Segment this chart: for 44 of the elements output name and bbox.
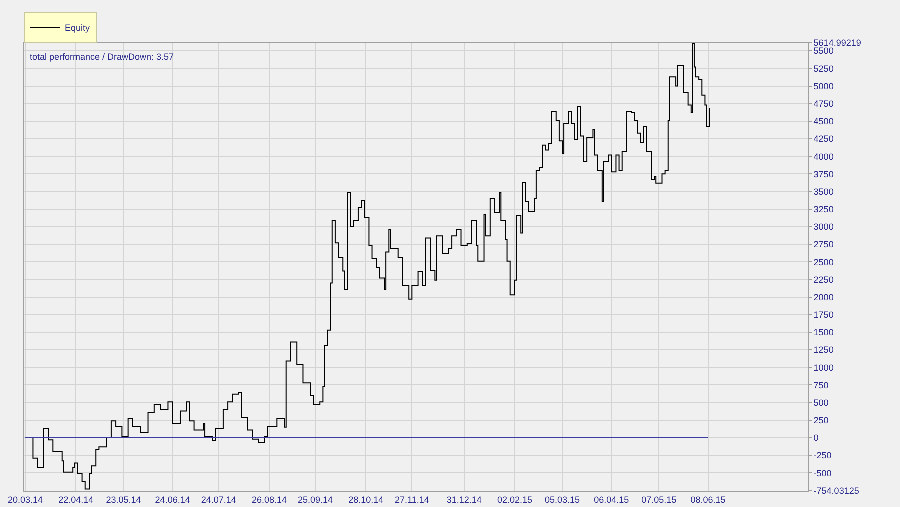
y-tick-label: 3500 xyxy=(814,186,834,197)
x-tick-label: 08.06.15 xyxy=(690,494,726,505)
y-tick-label: 1250 xyxy=(814,345,834,356)
x-tick-label: 25.09.14 xyxy=(298,494,334,505)
y-tick-label: 2000 xyxy=(814,292,834,302)
y-tick-label: 3750 xyxy=(814,169,834,180)
y-tick-label: 1750 xyxy=(814,310,834,320)
x-tick-label: 27.11.14 xyxy=(394,494,430,505)
y-tick-label: 1500 xyxy=(814,328,834,338)
y-tick-label: 5250 xyxy=(814,64,834,74)
y-tick-label: 4500 xyxy=(814,116,834,127)
y-tick-label: 3250 xyxy=(814,204,834,214)
x-tick-label: 02.02.15 xyxy=(497,494,532,505)
x-tick-label: 20.03.14 xyxy=(8,494,44,505)
y-tick-label: 4000 xyxy=(814,152,834,162)
y-tick-label: 5000 xyxy=(814,81,834,92)
y-tick-label: 2750 xyxy=(814,240,834,250)
y-tick-label: 3000 xyxy=(814,222,834,232)
x-tick-label: 07.05.15 xyxy=(642,494,677,505)
y-tick-label: 0 xyxy=(814,433,819,444)
x-tick-label: 23.05.14 xyxy=(106,494,142,505)
y-tick-label: -250 xyxy=(814,450,832,461)
x-tick-label: 26.08.14 xyxy=(252,494,288,505)
y-tick-label: -500 xyxy=(814,468,832,478)
y-tick-label: 750 xyxy=(814,380,829,390)
y-tick-label: 500 xyxy=(814,398,829,408)
y-tick-label: 5614.99219 xyxy=(814,38,862,48)
y-tick-label: -754.03125 xyxy=(814,486,860,496)
y-tick-label: 4250 xyxy=(814,134,834,144)
x-tick-label: 24.07.14 xyxy=(201,494,236,505)
y-tick-label: 2250 xyxy=(814,274,834,285)
x-tick-label: 31.12.14 xyxy=(446,494,482,505)
x-tick-label: 05.03.15 xyxy=(544,494,580,505)
y-tick-label: 250 xyxy=(814,416,829,426)
y-tick-label: 2500 xyxy=(814,257,834,268)
x-tick-label: 06.04.15 xyxy=(594,494,630,505)
x-tick-label: 22.04.14 xyxy=(58,494,94,505)
x-tick-label: 24.06.14 xyxy=(155,494,190,505)
y-tick-label: 4750 xyxy=(814,98,834,109)
annotation: total performance / DrawDown: 3.57 xyxy=(30,52,174,62)
y-tick-label: 5500 xyxy=(814,46,834,56)
x-tick-label: 28.10.14 xyxy=(348,494,384,505)
legend-label: Equity xyxy=(65,23,91,34)
y-tick-label: 1000 xyxy=(814,362,834,373)
